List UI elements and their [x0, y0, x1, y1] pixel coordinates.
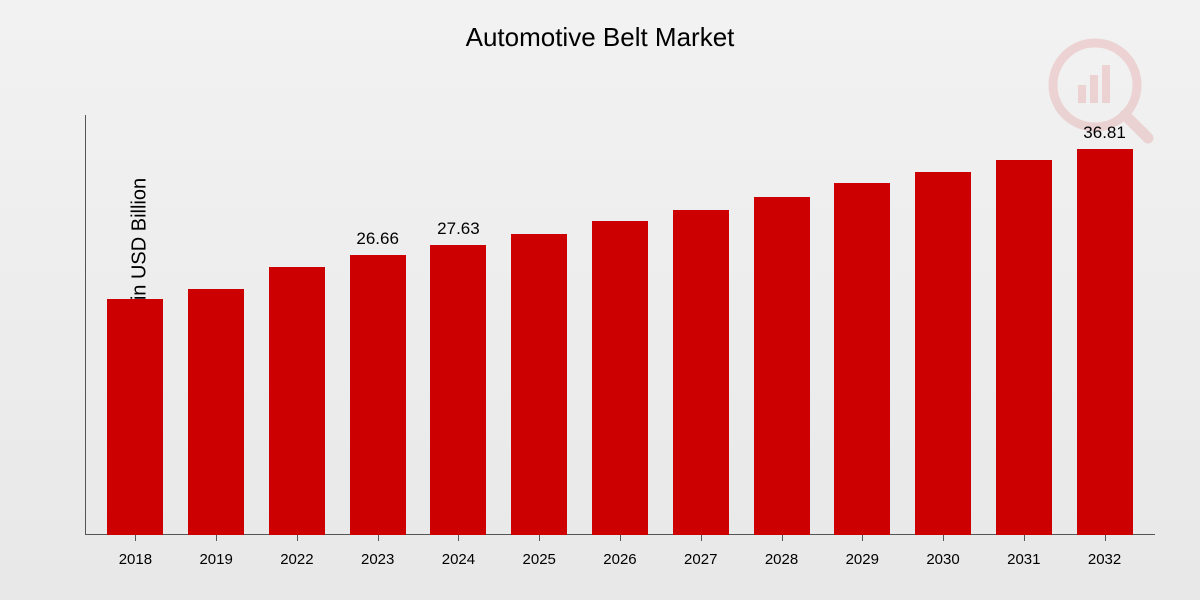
x-axis-category: 2026: [580, 551, 661, 568]
bar: [430, 245, 486, 535]
x-axis-category: 2031: [983, 551, 1064, 568]
x-tick: [378, 535, 379, 541]
x-axis-category: 2024: [418, 551, 499, 568]
x-axis-category: 2022: [257, 551, 338, 568]
x-tick: [539, 535, 540, 541]
x-tick: [216, 535, 217, 541]
bar-group: [499, 115, 580, 535]
x-tick: [782, 535, 783, 541]
bar: [673, 210, 729, 536]
bar-value-label: 27.63: [437, 219, 480, 239]
bar-group: [822, 115, 903, 535]
x-axis-category: 2018: [95, 551, 176, 568]
x-tick: [862, 535, 863, 541]
x-axis-category: 2032: [1064, 551, 1145, 568]
bar: [915, 172, 971, 535]
bar-value-label: 26.66: [356, 229, 399, 249]
x-axis-category: 2027: [660, 551, 741, 568]
chart-plot-area: 26.66 27.63 36.81: [85, 115, 1155, 535]
bar-group: [176, 115, 257, 535]
bar-group: [903, 115, 984, 535]
bar-group: [660, 115, 741, 535]
x-tick: [458, 535, 459, 541]
bar-group: 27.63: [418, 115, 499, 535]
bar-value-label: 36.81: [1083, 123, 1126, 143]
bar-group: [741, 115, 822, 535]
bar-group: [257, 115, 338, 535]
bar: [511, 234, 567, 535]
x-tick: [943, 535, 944, 541]
bar: [996, 160, 1052, 535]
x-axis-category: 2029: [822, 551, 903, 568]
bar: [188, 289, 244, 535]
bar: [834, 183, 890, 535]
chart-title: Automotive Belt Market: [0, 22, 1200, 53]
x-tick: [297, 535, 298, 541]
x-tick: [620, 535, 621, 541]
bar-group: [983, 115, 1064, 535]
bar: [1077, 149, 1133, 536]
bar: [107, 299, 163, 535]
x-axis-labels: 2018201920222023202420252026202720282029…: [85, 551, 1155, 568]
bars-container: 26.66 27.63 36.81: [85, 115, 1155, 535]
x-axis-category: 2025: [499, 551, 580, 568]
x-tick: [135, 535, 136, 541]
bar: [592, 221, 648, 535]
bar: [269, 267, 325, 535]
x-tick: [701, 535, 702, 541]
bar: [754, 197, 810, 535]
x-axis-category: 2023: [337, 551, 418, 568]
x-tick: [1024, 535, 1025, 541]
x-tick: [1105, 535, 1106, 541]
bar-group: 26.66: [337, 115, 418, 535]
bar-group: 36.81: [1064, 115, 1145, 535]
x-axis-category: 2028: [741, 551, 822, 568]
bar-group: [580, 115, 661, 535]
x-axis-category: 2019: [176, 551, 257, 568]
x-axis-category: 2030: [903, 551, 984, 568]
bar: [350, 255, 406, 535]
bar-group: [95, 115, 176, 535]
